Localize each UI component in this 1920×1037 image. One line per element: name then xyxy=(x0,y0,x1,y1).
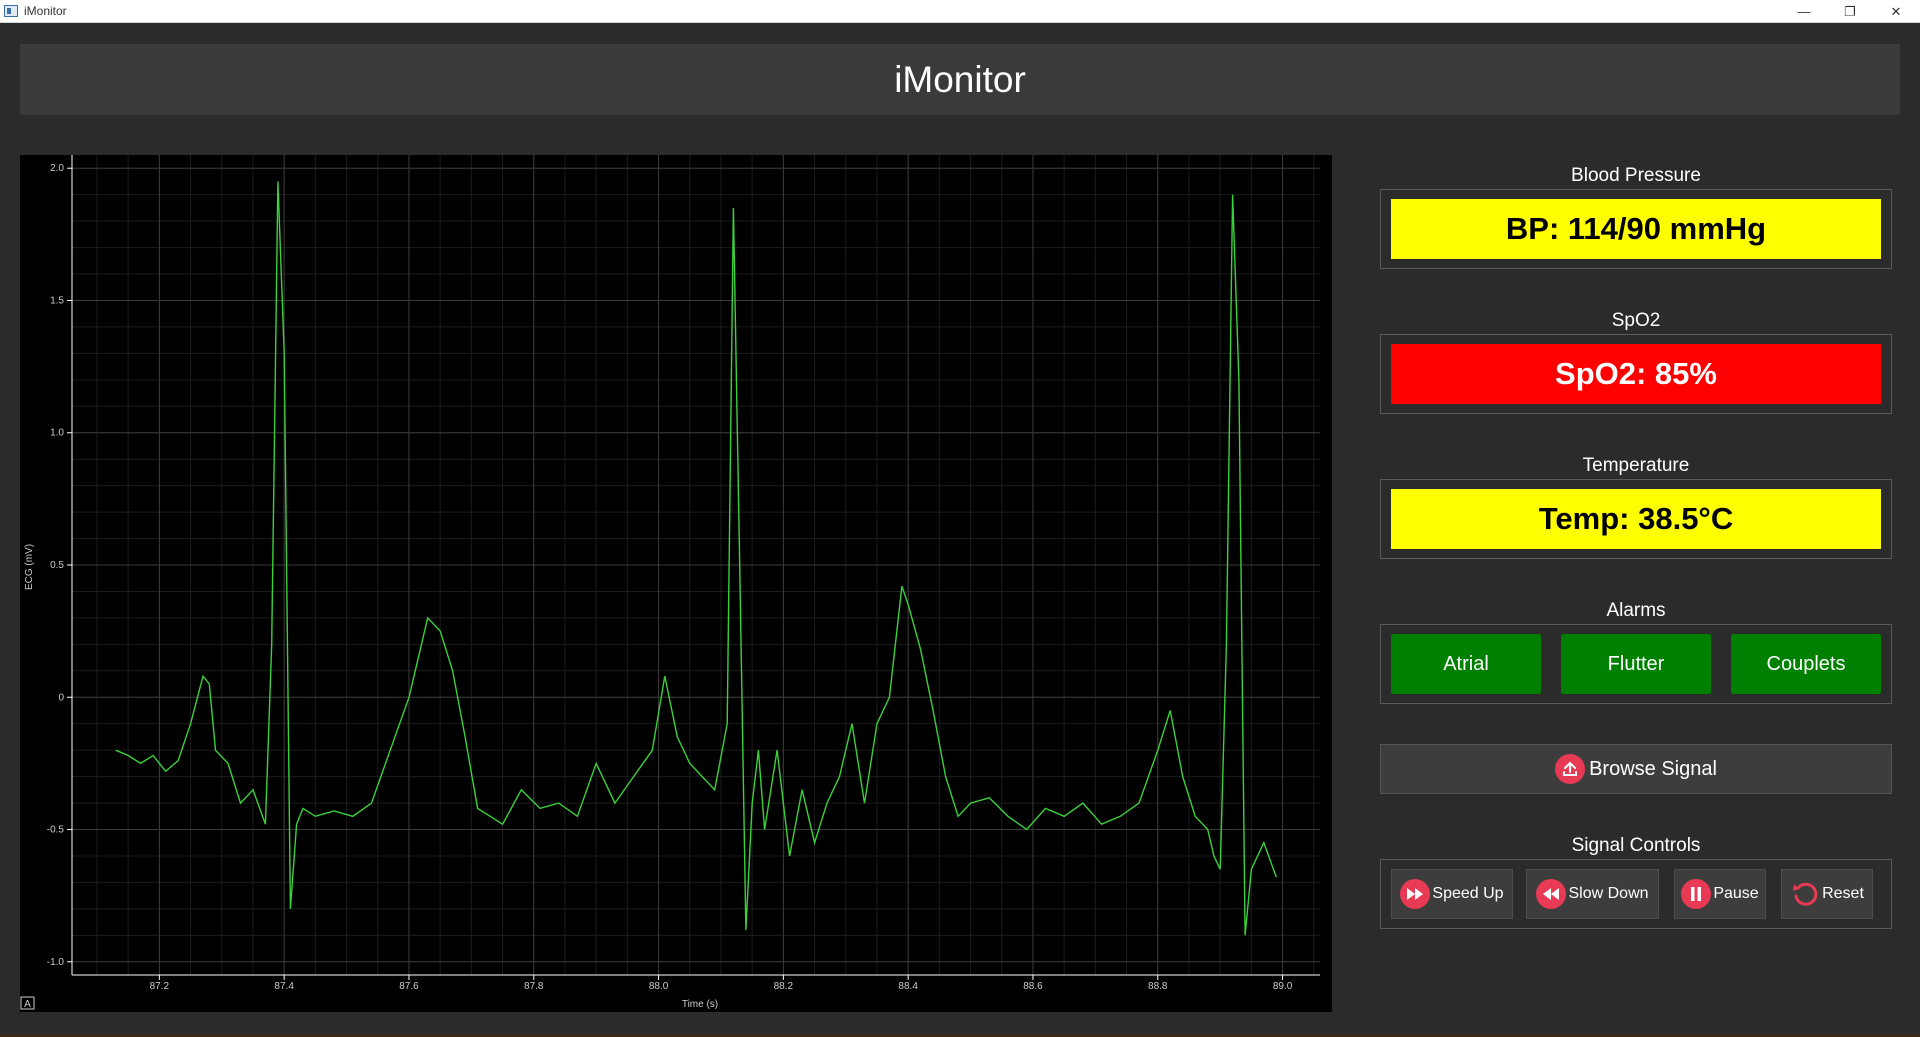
pause-label: Pause xyxy=(1713,885,1759,902)
y-tick-label: 2.0 xyxy=(50,163,64,174)
y-tick-label: 0.5 xyxy=(50,560,64,571)
reset-button[interactable]: Reset xyxy=(1781,869,1873,919)
close-button[interactable]: ✕ xyxy=(1890,3,1902,19)
x-tick-label: 87.6 xyxy=(399,981,419,992)
slow-down-label: Slow Down xyxy=(1568,885,1649,902)
bp-section-label: Blood Pressure xyxy=(1571,165,1701,186)
pause-icon xyxy=(1681,879,1712,909)
ecg-signal-line xyxy=(115,181,1277,936)
alarms-panel: Atrial Flutter Couplets xyxy=(1380,624,1892,704)
y-tick-label: 1.0 xyxy=(50,428,64,439)
minimize-button[interactable]: — xyxy=(1797,4,1811,19)
x-tick-label: 87.4 xyxy=(274,981,294,992)
alarm-flutter-button[interactable]: Flutter xyxy=(1561,634,1711,694)
x-tick-label: 87.2 xyxy=(150,981,170,992)
window-bottom-edge xyxy=(0,1034,1920,1037)
x-axis-label: Time (s) xyxy=(682,999,718,1010)
grid xyxy=(72,155,1320,975)
x-tick-label: 88.8 xyxy=(1148,981,1168,992)
speed-up-button[interactable]: Speed Up xyxy=(1391,869,1513,919)
slow-down-button[interactable]: Slow Down xyxy=(1526,869,1659,919)
x-tick-label: 89.0 xyxy=(1273,981,1293,992)
reset-icon xyxy=(1790,879,1820,909)
signal-controls-label: Signal Controls xyxy=(1571,835,1701,856)
y-ticks: 2.0 1.5 1.0 0.5 0 -0.5 -1.0 xyxy=(47,163,72,968)
ecg-chart-svg: 87.2 87.4 87.6 87.8 88.0 88.2 88.4 88.6 88.8 89.0… xyxy=(20,155,1320,1010)
upload-icon xyxy=(1555,754,1586,784)
app-header: iMonitor xyxy=(20,44,1900,115)
speed-up-label: Speed Up xyxy=(1432,885,1504,902)
x-tick-label: 88.6 xyxy=(1023,981,1043,992)
y-tick-label: -0.5 xyxy=(47,825,65,836)
spo2-panel: SpO2: 85% xyxy=(1380,334,1892,414)
app-icon xyxy=(4,5,18,17)
bp-value: BP: 114/90 mmHg xyxy=(1391,199,1881,259)
restore-button[interactable]: ❐ xyxy=(1844,3,1856,19)
page-title: iMonitor xyxy=(894,58,1026,100)
reset-label: Reset xyxy=(1822,885,1864,902)
x-tick-label: 88.0 xyxy=(649,981,669,992)
x-tick-label: 88.2 xyxy=(774,981,794,992)
temp-value: Temp: 38.5°C xyxy=(1391,489,1881,549)
y-axis-label: ECG (mV) xyxy=(24,544,35,590)
y-tick-label: -1.0 xyxy=(47,957,65,968)
bp-panel: BP: 114/90 mmHg xyxy=(1380,189,1892,269)
rewind-icon xyxy=(1536,879,1567,909)
temp-section-label: Temperature xyxy=(1582,455,1690,476)
pause-button[interactable]: Pause xyxy=(1674,869,1766,919)
fast-forward-icon xyxy=(1400,879,1431,909)
spo2-value: SpO2: 85% xyxy=(1391,344,1881,404)
alarms-section-label: Alarms xyxy=(1606,600,1666,621)
x-tick-label: 87.8 xyxy=(524,981,544,992)
browse-signal-label: Browse Signal xyxy=(1589,757,1717,780)
window-titlebar: iMonitor — ❐ ✕ xyxy=(0,0,1920,23)
browse-signal-button[interactable]: Browse Signal xyxy=(1380,744,1892,794)
x-tick-label: 88.4 xyxy=(898,981,918,992)
autoscale-label[interactable]: A xyxy=(24,999,31,1010)
alarm-couplets-button[interactable]: Couplets xyxy=(1731,634,1881,694)
y-tick-label: 0 xyxy=(58,692,64,703)
spo2-section-label: SpO2 xyxy=(1611,310,1661,331)
autoscale-button[interactable] xyxy=(20,996,35,1010)
temp-panel: Temp: 38.5°C xyxy=(1380,479,1892,559)
signal-controls-panel: Speed Up Slow Down Pause Reset xyxy=(1380,859,1892,929)
alarm-atrial-button[interactable]: Atrial xyxy=(1391,634,1541,694)
y-tick-label: 1.5 xyxy=(50,295,64,306)
x-ticks: 87.2 87.4 87.6 87.8 88.0 88.2 88.4 88.6 88.8 89.0 xyxy=(150,975,1293,992)
window-title: iMonitor xyxy=(24,4,67,18)
ecg-plot[interactable]: 87.2 87.4 87.6 87.8 88.0 88.2 88.4 88.6 88.8 89.0… xyxy=(20,155,1332,1012)
